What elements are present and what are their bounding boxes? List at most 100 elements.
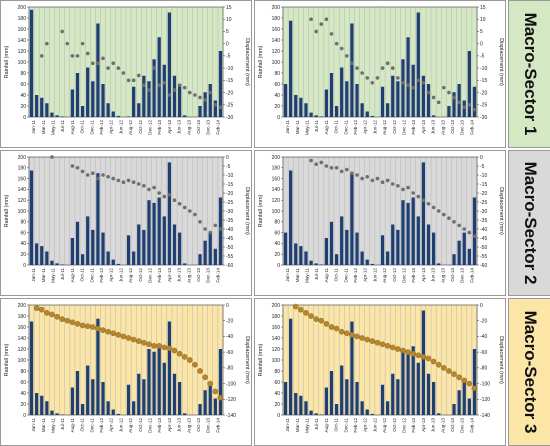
chart-svg: 020406080100120140160180200-60-55-50-45-… [4,155,250,283]
y2-tick-label: -20 [226,191,233,197]
y-tick-label: 80 [20,220,26,226]
x-tick-label: Feb-13 [157,268,162,283]
y-tick-label: 160 [272,176,281,182]
rainfall-bar [50,260,54,265]
rainfall-bar [467,248,471,265]
x-tick-label: Jan-11 [31,268,36,282]
rainfall-bar [137,224,141,265]
chart-panel-sector2-left: 0 20 40 60 80 100 120 140 160 180 200 -60 -55 -50 -45-… [0,150,252,296]
rainfall-bar [177,84,182,117]
y-tick-label: 0 [23,263,26,269]
displacement-point [461,377,468,384]
displacement-point [106,66,110,70]
y2-tick-label: 10 [480,17,486,23]
y-tick-label: 0 [277,263,280,269]
x-tick-label: Aug-13 [186,418,191,433]
rainfall-bar [45,103,49,117]
rainfall-bar [96,318,100,415]
y-tick-label: 160 [272,27,281,33]
rainfall-bar [91,379,95,415]
rainfall-bar [213,398,217,415]
y2-tick-label: -80 [226,366,233,372]
x-tick-label: Dec-13 [460,418,465,433]
y-axis-title: Rainfall (mm) [258,343,264,376]
y2-tick-label: -5 [226,54,231,60]
rainfall-bar [177,232,182,265]
x-tick-label: Oct-12 [392,120,397,134]
displacement-point [172,198,177,202]
x-tick-label: Jul-11 [314,418,319,431]
displacement-point [208,230,213,235]
x-tick-label: Apr-12 [109,120,114,134]
displacement-point [467,230,472,235]
displacement-point [420,354,427,360]
y2-tick-label: -5 [480,54,485,60]
y-tick-label: 40 [274,93,280,99]
rainfall-bar [116,263,120,265]
x-tick-label: Feb-14 [215,268,220,283]
rainfall-bar [401,200,405,265]
rainfall-bar [431,115,436,117]
y-tick-label: 60 [20,380,26,386]
rainfall-bar [218,349,223,415]
rainfall-bar [50,112,54,117]
rainfall-bar [421,75,426,117]
y2-tick-label: -25 [480,200,487,206]
chart-panel-sector1-left: 0 20 40 60 80 100 120 140 160 180 200 -30 -25 -20 -15-… [0,0,252,148]
x-tick-label: Dec-11 [89,268,94,283]
rainfall-bar [157,346,161,415]
displacement-point [130,336,137,343]
x-tick-label: Oct-12 [138,120,143,134]
displacement-point [152,185,156,190]
rainfall-bar [70,387,75,415]
rainfall-bar [198,254,202,265]
rainfall-bar [452,92,456,117]
displacement-point [339,169,344,174]
displacement-point [400,347,406,354]
y-tick-label: 0 [23,115,26,121]
displacement-point [126,178,131,183]
y2-tick-label: -30 [480,209,487,215]
rainfall-bar [472,86,477,117]
x-tick-label: Jul-11 [60,418,65,431]
y-tick-label: 20 [274,104,280,110]
displacement-point [96,176,100,181]
x-tick-label: Jun-12 [118,418,123,432]
displacement-point [324,17,329,22]
x-tick-label: Feb-14 [215,120,220,135]
y2-tick-label: -25 [226,200,233,206]
x-tick-label: Feb-14 [469,268,474,283]
displacement-point [116,178,121,183]
x-tick-label: Oct-12 [392,268,397,282]
rainfall-bar [309,260,313,265]
x-tick-label: Aug-13 [186,120,191,135]
rainfall-bar [213,248,217,265]
displacement-point [95,325,101,332]
rainfall-bar [370,263,374,265]
displacement-point [472,107,477,112]
displacement-point [323,321,330,327]
rainfall-bar [401,59,405,117]
x-tick-label: Jan-11 [285,268,290,282]
displacement-point [430,358,437,365]
x-tick-label: Jul-11 [60,268,65,281]
displacement-point [203,227,207,231]
displacement-point [121,71,126,75]
x-tick-label: Aug-13 [440,120,445,135]
displacement-point [333,325,340,332]
displacement-point [385,61,390,66]
rainfall-bar [350,23,354,117]
displacement-point [171,347,178,354]
y-tick-label: 100 [18,209,27,215]
y2-tick-label: -10 [480,173,487,179]
rainfall-bar [289,170,293,265]
y2-tick-label: -140 [226,413,236,419]
rainfall-bar [426,84,431,117]
displacement-point [395,346,401,352]
displacement-point [74,321,81,327]
displacement-point [379,341,386,348]
y-axis-title: Rainfall (mm) [258,194,264,227]
y2-tick-label: -35 [480,218,487,224]
displacement-point [162,194,167,199]
rainfall-bar [177,382,182,415]
